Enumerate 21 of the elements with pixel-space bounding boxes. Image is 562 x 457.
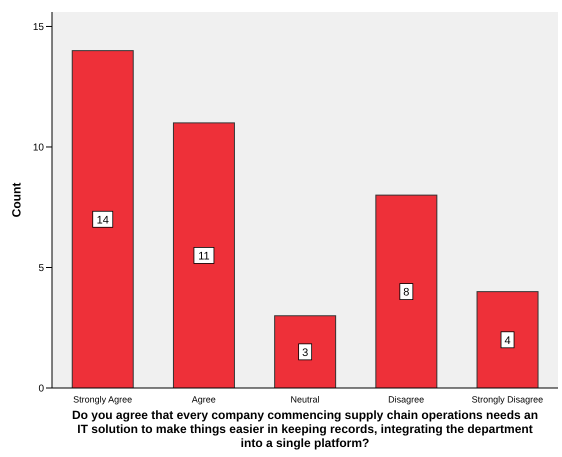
bar xyxy=(274,315,336,388)
y-tick-label: 10 xyxy=(32,142,44,154)
bar xyxy=(375,194,438,388)
y-tick-label: 0 xyxy=(38,384,44,395)
x-tick-label: Strongly Disagree xyxy=(472,394,544,404)
y-tick-label: 5 xyxy=(38,263,44,274)
y-axis-title: Count xyxy=(9,182,24,218)
x-tick-label: Disagree xyxy=(388,394,424,404)
bar xyxy=(476,291,539,388)
bar xyxy=(72,50,134,388)
x-axis-title: Do you agree that every company commencing supply chain operations needs an IT solution to make things easier in keeping records, integrating the department into a single platform? xyxy=(70,408,540,450)
data-label: 8 xyxy=(403,286,410,299)
data-label: 3 xyxy=(302,346,308,359)
data-label: 4 xyxy=(504,334,511,347)
x-tick-label: Strongly Agree xyxy=(73,394,132,404)
x-tick-label: Agree xyxy=(192,394,216,404)
bar xyxy=(172,122,235,388)
x-tick-label: Neutral xyxy=(290,394,320,404)
data-label: 14 xyxy=(96,214,109,226)
data-label: 11 xyxy=(198,250,210,262)
y-tick-label: 15 xyxy=(32,22,44,34)
